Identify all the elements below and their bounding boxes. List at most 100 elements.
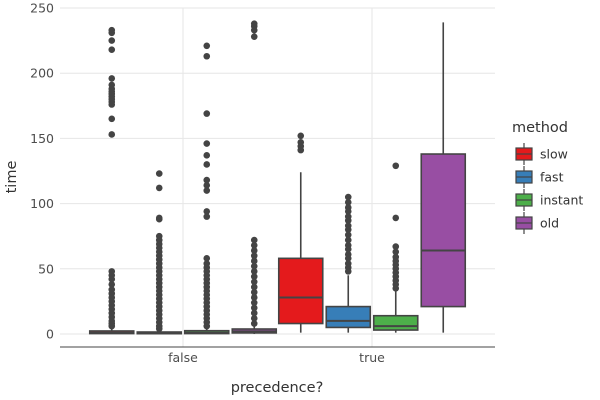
outlier-point-5	[203, 161, 211, 168]
outlier-point-1	[203, 52, 211, 60]
outlier-point-7	[203, 182, 211, 189]
box-old-false	[231, 20, 278, 334]
outlier-point-5	[344, 217, 352, 224]
legend-label-slow: slow	[540, 147, 568, 162]
y-axis-title: time	[4, 161, 20, 194]
outlier-point-12	[392, 285, 400, 292]
outlier-point-17	[250, 304, 258, 312]
outlier-point-29	[108, 322, 116, 330]
outlier-point-11	[250, 273, 258, 280]
outlier-point-13	[108, 115, 116, 123]
outlier-point-17	[108, 275, 116, 283]
outlier-point-7	[344, 226, 352, 233]
y-tick-label-3: 150	[30, 131, 54, 146]
box-slow-true	[277, 132, 324, 333]
box-instant-true	[372, 162, 419, 333]
outlier-point-7	[250, 252, 258, 260]
legend-item-old: old	[515, 212, 559, 234]
outlier-point-28	[155, 325, 163, 333]
legend-label-old: old	[540, 216, 559, 231]
outlier-point-4	[203, 152, 211, 159]
outlier-point-13	[344, 255, 352, 262]
box-iqr	[372, 314, 419, 331]
outlier-point-4	[108, 75, 116, 82]
outlier-point-0	[155, 170, 163, 177]
outlier-point-28	[203, 322, 211, 330]
outlier-point-18	[250, 309, 258, 317]
x-axis-ticks: false true	[168, 350, 385, 365]
outlier-point-14	[250, 288, 258, 296]
outlier-point-8	[203, 187, 211, 194]
legend-label-fast: fast	[540, 170, 564, 185]
outlier-point-13	[250, 283, 258, 291]
outlier-point-3	[203, 140, 211, 147]
x-tick-label-true: true	[359, 350, 385, 365]
legend: method slow fast instant old	[512, 120, 583, 234]
outlier-point-0	[344, 193, 352, 201]
outlier-point-19	[250, 315, 258, 322]
outlier-point-3	[392, 248, 400, 256]
outlier-point-3	[108, 46, 116, 54]
outlier-point-20	[250, 320, 258, 327]
outlier-point-1	[344, 198, 352, 206]
outlier-point-12	[108, 101, 116, 108]
outlier-point-15	[250, 294, 258, 301]
outlier-point-2	[203, 110, 211, 117]
outlier-point-11	[203, 255, 211, 262]
box-groups	[88, 20, 467, 335]
outlier-point-18	[108, 281, 116, 288]
outlier-point-9	[203, 208, 211, 215]
outlier-point-8	[344, 231, 352, 239]
legend-items: slow fast instant old	[515, 143, 583, 234]
box-fast-false	[136, 170, 183, 335]
outlier-point-3	[155, 215, 163, 223]
legend-item-slow: slow	[515, 143, 568, 165]
y-axis-ticks: 0 50 100 150 200 250	[30, 1, 54, 342]
outlier-point-0	[203, 42, 211, 50]
outlier-point-3	[250, 33, 258, 40]
grid-lines	[60, 7, 495, 347]
outlier-point-12	[250, 278, 258, 286]
outlier-point-2	[392, 243, 400, 250]
y-tick-label-5: 250	[30, 1, 54, 16]
outlier-point-16	[250, 299, 258, 306]
legend-item-instant: instant	[515, 189, 583, 211]
outlier-point-1	[108, 29, 116, 37]
outlier-point-10	[203, 213, 211, 220]
outlier-point-6	[203, 176, 211, 184]
y-tick-label-1: 50	[38, 261, 54, 276]
outlier-point-9	[344, 236, 352, 244]
y-tick-label-2: 100	[30, 196, 54, 211]
outlier-point-5	[250, 242, 258, 249]
box-iqr	[325, 305, 372, 329]
box-fast-true	[325, 193, 372, 333]
outlier-point-6	[250, 247, 258, 254]
outlier-point-9	[250, 262, 258, 270]
outlier-point-2	[250, 26, 258, 34]
outlier-point-3	[297, 146, 305, 154]
outlier-point-0	[392, 162, 400, 170]
outlier-point-8	[250, 257, 258, 265]
x-tick-label-false: false	[168, 350, 198, 365]
outlier-point-10	[250, 268, 258, 275]
x-axis-title: precedence?	[231, 380, 324, 396]
outlier-point-1	[155, 184, 163, 192]
legend-label-instant: instant	[540, 193, 583, 208]
outlier-point-2	[108, 37, 116, 44]
box-instant-false	[183, 42, 230, 335]
legend-title: method	[512, 120, 568, 136]
y-tick-label-4: 200	[30, 66, 54, 81]
legend-item-fast: fast	[515, 166, 564, 188]
box-iqr	[420, 153, 467, 308]
outlier-point-3	[344, 208, 352, 215]
outlier-point-1	[392, 214, 400, 222]
box-slow-false	[88, 26, 135, 335]
outlier-point-4	[250, 236, 258, 244]
outlier-point-11	[344, 245, 352, 253]
box-old-true	[420, 22, 467, 333]
y-tick-label-0: 0	[46, 326, 54, 341]
outlier-point-0	[297, 132, 305, 140]
outlier-point-14	[108, 131, 116, 138]
outlier-point-16	[344, 268, 352, 275]
